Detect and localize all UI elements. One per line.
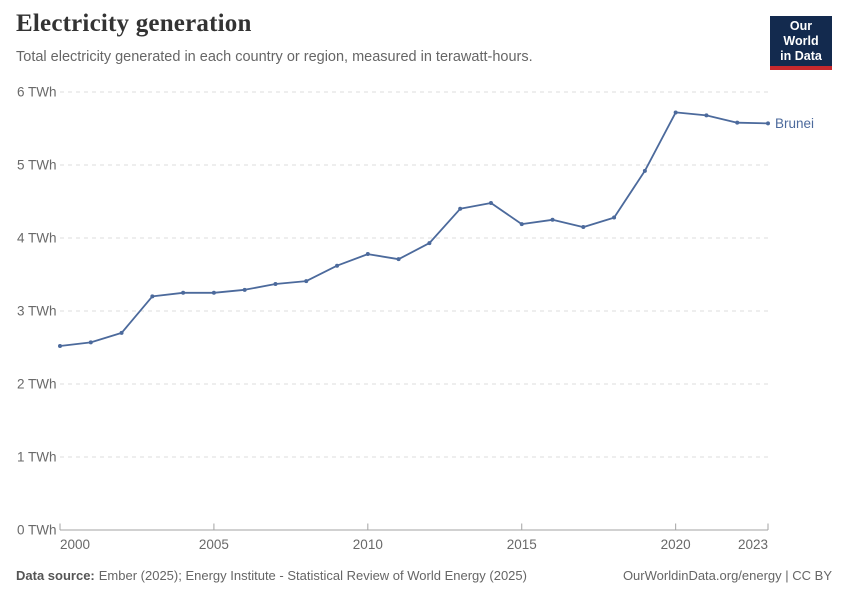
x-tick-label: 2023: [738, 537, 768, 552]
data-point-marker[interactable]: [519, 222, 524, 227]
data-point-marker[interactable]: [488, 200, 493, 205]
data-source-note: Data source: Ember (2025); Energy Institu…: [16, 568, 527, 583]
x-tick-label: 2015: [507, 537, 537, 552]
data-point-marker[interactable]: [335, 263, 340, 268]
data-point-marker[interactable]: [211, 290, 216, 295]
data-point-marker[interactable]: [150, 294, 155, 299]
data-point-marker[interactable]: [242, 287, 247, 292]
chart-title: Electricity generation: [16, 10, 252, 37]
data-point-marker[interactable]: [273, 281, 278, 286]
data-point-marker[interactable]: [427, 241, 432, 246]
data-point-marker[interactable]: [550, 217, 555, 222]
owid-logo: Our World in Data: [770, 16, 832, 70]
data-point-marker[interactable]: [642, 168, 647, 173]
x-tick-label: 2020: [661, 537, 691, 552]
data-source-text: Ember (2025); Energy Institute - Statist…: [98, 568, 527, 583]
x-tick-label: 2000: [60, 537, 90, 552]
credit-link[interactable]: OurWorldinData.org/energy | CC BY: [622, 568, 832, 583]
x-tick-label: 2005: [199, 537, 229, 552]
line-chart-canvas[interactable]: 0 TWh 1 TWh 2 TWh 3 TWh 4 TWh 5 TWh 6 TWh 2000 2…: [0, 80, 850, 560]
y-tick-label: 6 TWh: [17, 85, 57, 100]
chart-subtitle: Total electricity generated in each coun…: [16, 49, 533, 65]
series-line-brunei[interactable]: [59, 111, 769, 347]
y-tick-label: 4 TWh: [17, 231, 57, 246]
data-point-marker[interactable]: [735, 120, 740, 125]
y-tick-label: 0 TWh: [17, 523, 57, 538]
data-point-marker[interactable]: [88, 340, 93, 345]
chart-footer: Data source: Ember (2025); Energy Institu…: [16, 568, 832, 583]
owid-logo-line2: in Data: [780, 49, 822, 63]
data-point-marker[interactable]: [612, 215, 617, 220]
data-source-label: Data source:: [16, 568, 95, 583]
entity-label-brunei[interactable]: Brunei: [775, 116, 814, 131]
y-tick-label: 3 TWh: [17, 304, 57, 319]
y-tick-label: 5 TWh: [17, 158, 57, 173]
owid-logo-line1: Our World: [783, 19, 819, 48]
data-point-marker[interactable]: [304, 279, 309, 284]
data-point-marker[interactable]: [365, 252, 370, 257]
data-point-marker[interactable]: [58, 344, 62, 349]
data-point-marker[interactable]: [396, 257, 401, 262]
data-point-marker[interactable]: [581, 225, 586, 230]
x-tick-label: 2010: [353, 537, 383, 552]
data-point-marker[interactable]: [704, 113, 709, 118]
data-point-marker[interactable]: [673, 110, 678, 115]
data-point-marker[interactable]: [766, 121, 770, 126]
y-tick-label: 2 TWh: [17, 377, 57, 392]
data-point-marker[interactable]: [119, 330, 124, 335]
data-point-marker[interactable]: [181, 290, 186, 295]
data-point-marker[interactable]: [458, 206, 463, 211]
y-tick-label: 1 TWh: [17, 450, 57, 465]
